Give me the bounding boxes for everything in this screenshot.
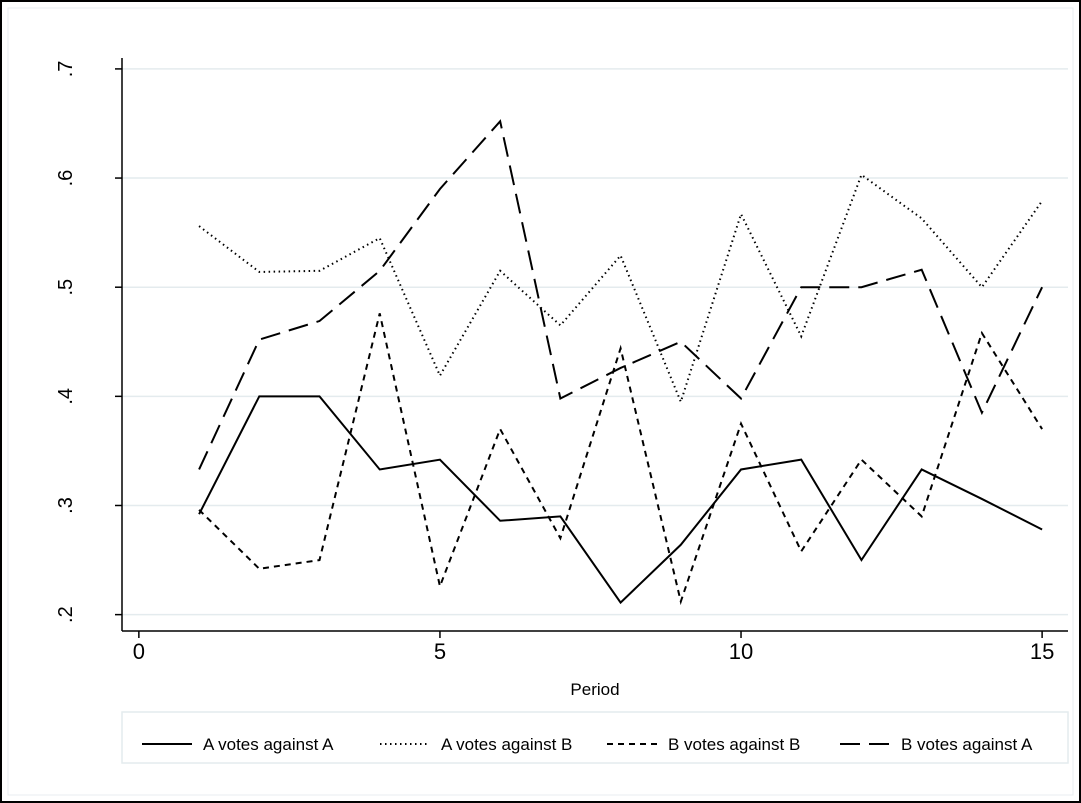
legend-label: B votes against A <box>901 735 1033 754</box>
series-line <box>198 395 1043 605</box>
x-tick-label: 5 <box>434 639 446 664</box>
y-tick-label: .5 <box>55 279 77 296</box>
y-tick-label: .7 <box>55 61 77 78</box>
x-tick-label: 15 <box>1030 639 1054 664</box>
legend-box <box>121 711 1069 764</box>
series-line <box>198 313 1043 606</box>
series-line <box>198 119 1044 470</box>
y-tick-label: .4 <box>55 388 77 405</box>
legend-label: A votes against B <box>441 735 572 754</box>
legend-label: A votes against A <box>203 735 334 754</box>
x-axis-label: Period <box>570 680 619 699</box>
x-tick-label: 0 <box>133 639 145 664</box>
y-tick-label: .6 <box>55 170 77 187</box>
y-tick-label: .2 <box>55 606 77 623</box>
legend-label: B votes against B <box>668 735 800 754</box>
y-tick-label: .3 <box>55 497 77 514</box>
inner-frame <box>7 7 1074 796</box>
x-tick-label: 10 <box>729 639 753 664</box>
